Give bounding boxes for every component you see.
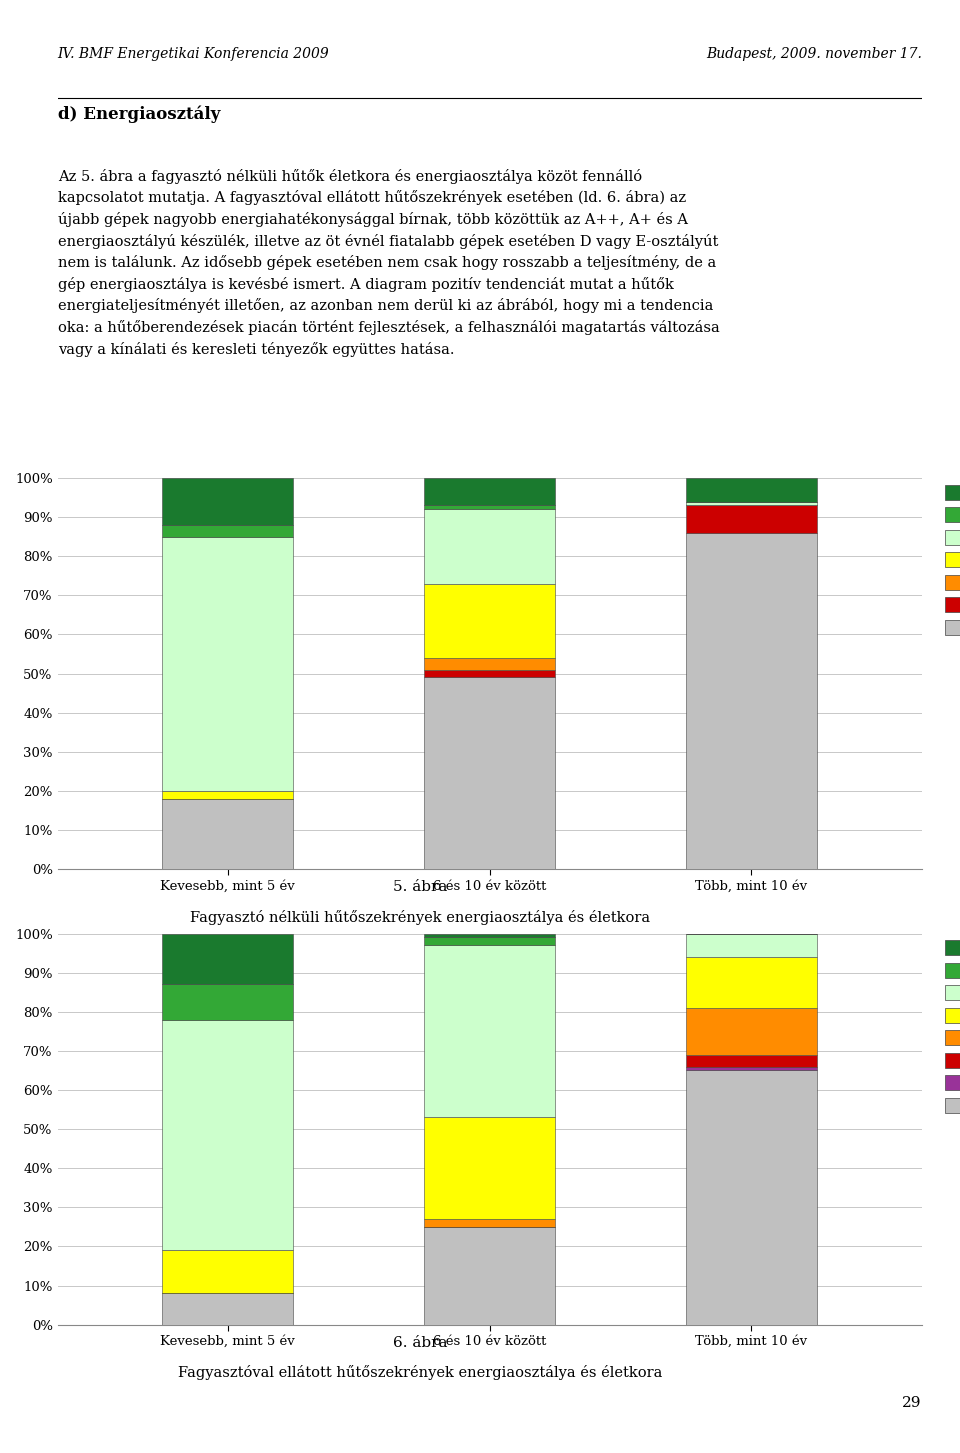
Bar <box>162 984 293 1020</box>
Bar <box>424 510 555 584</box>
Bar <box>686 1067 817 1071</box>
Bar <box>686 1071 817 1325</box>
Bar <box>424 658 555 670</box>
Bar <box>162 478 293 525</box>
Bar <box>424 670 555 677</box>
Bar <box>686 533 817 869</box>
Bar <box>686 1055 817 1067</box>
Text: 29: 29 <box>902 1396 922 1409</box>
Text: 5. ábra: 5. ábra <box>394 881 447 894</box>
Bar <box>162 1251 293 1293</box>
Bar <box>686 933 817 958</box>
Bar <box>424 506 555 510</box>
Bar <box>424 937 555 946</box>
Text: Fagyasztóval ellátott hűtőszekrények energiaosztálya és életkora: Fagyasztóval ellátott hűtőszekrények ene… <box>179 1364 662 1380</box>
Legend: A++, A+, A, B, C, D, E, Nem tudom: A++, A+, A, B, C, D, E, Nem tudom <box>946 940 960 1113</box>
Bar <box>424 677 555 869</box>
Bar <box>162 1293 293 1325</box>
Bar <box>424 946 555 1117</box>
Bar <box>424 1226 555 1325</box>
Bar <box>686 501 817 506</box>
Bar <box>162 1020 293 1251</box>
Bar <box>686 958 817 1008</box>
Bar <box>162 933 293 984</box>
Bar <box>686 1008 817 1055</box>
Bar <box>162 525 293 536</box>
Bar <box>162 536 293 790</box>
Bar <box>424 933 555 937</box>
Bar <box>424 584 555 658</box>
Text: d) Energiaosztály: d) Energiaosztály <box>58 106 220 124</box>
Bar <box>686 506 817 533</box>
Bar <box>424 478 555 506</box>
Bar <box>686 478 817 501</box>
Text: Budapest, 2009. november 17.: Budapest, 2009. november 17. <box>706 46 922 61</box>
Text: Az 5. ábra a fagyasztó nélküli hűtők életkora és energiaosztálya közöt fennálló
: Az 5. ábra a fagyasztó nélküli hűtők éle… <box>58 169 719 356</box>
Text: Fagyasztó nélküli hűtőszekrények energiaosztálya és életkora: Fagyasztó nélküli hűtőszekrények energia… <box>190 910 651 924</box>
Bar <box>424 1219 555 1226</box>
Bar <box>162 799 293 869</box>
Bar <box>424 1117 555 1219</box>
Bar <box>162 790 293 799</box>
Text: 6. ábra: 6. ábra <box>394 1335 447 1350</box>
Legend: A++, A+, A, B, C, D, Nem tudom: A++, A+, A, B, C, D, Nem tudom <box>946 485 960 635</box>
Text: IV. BMF Energetikai Konferencia 2009: IV. BMF Energetikai Konferencia 2009 <box>58 46 329 61</box>
